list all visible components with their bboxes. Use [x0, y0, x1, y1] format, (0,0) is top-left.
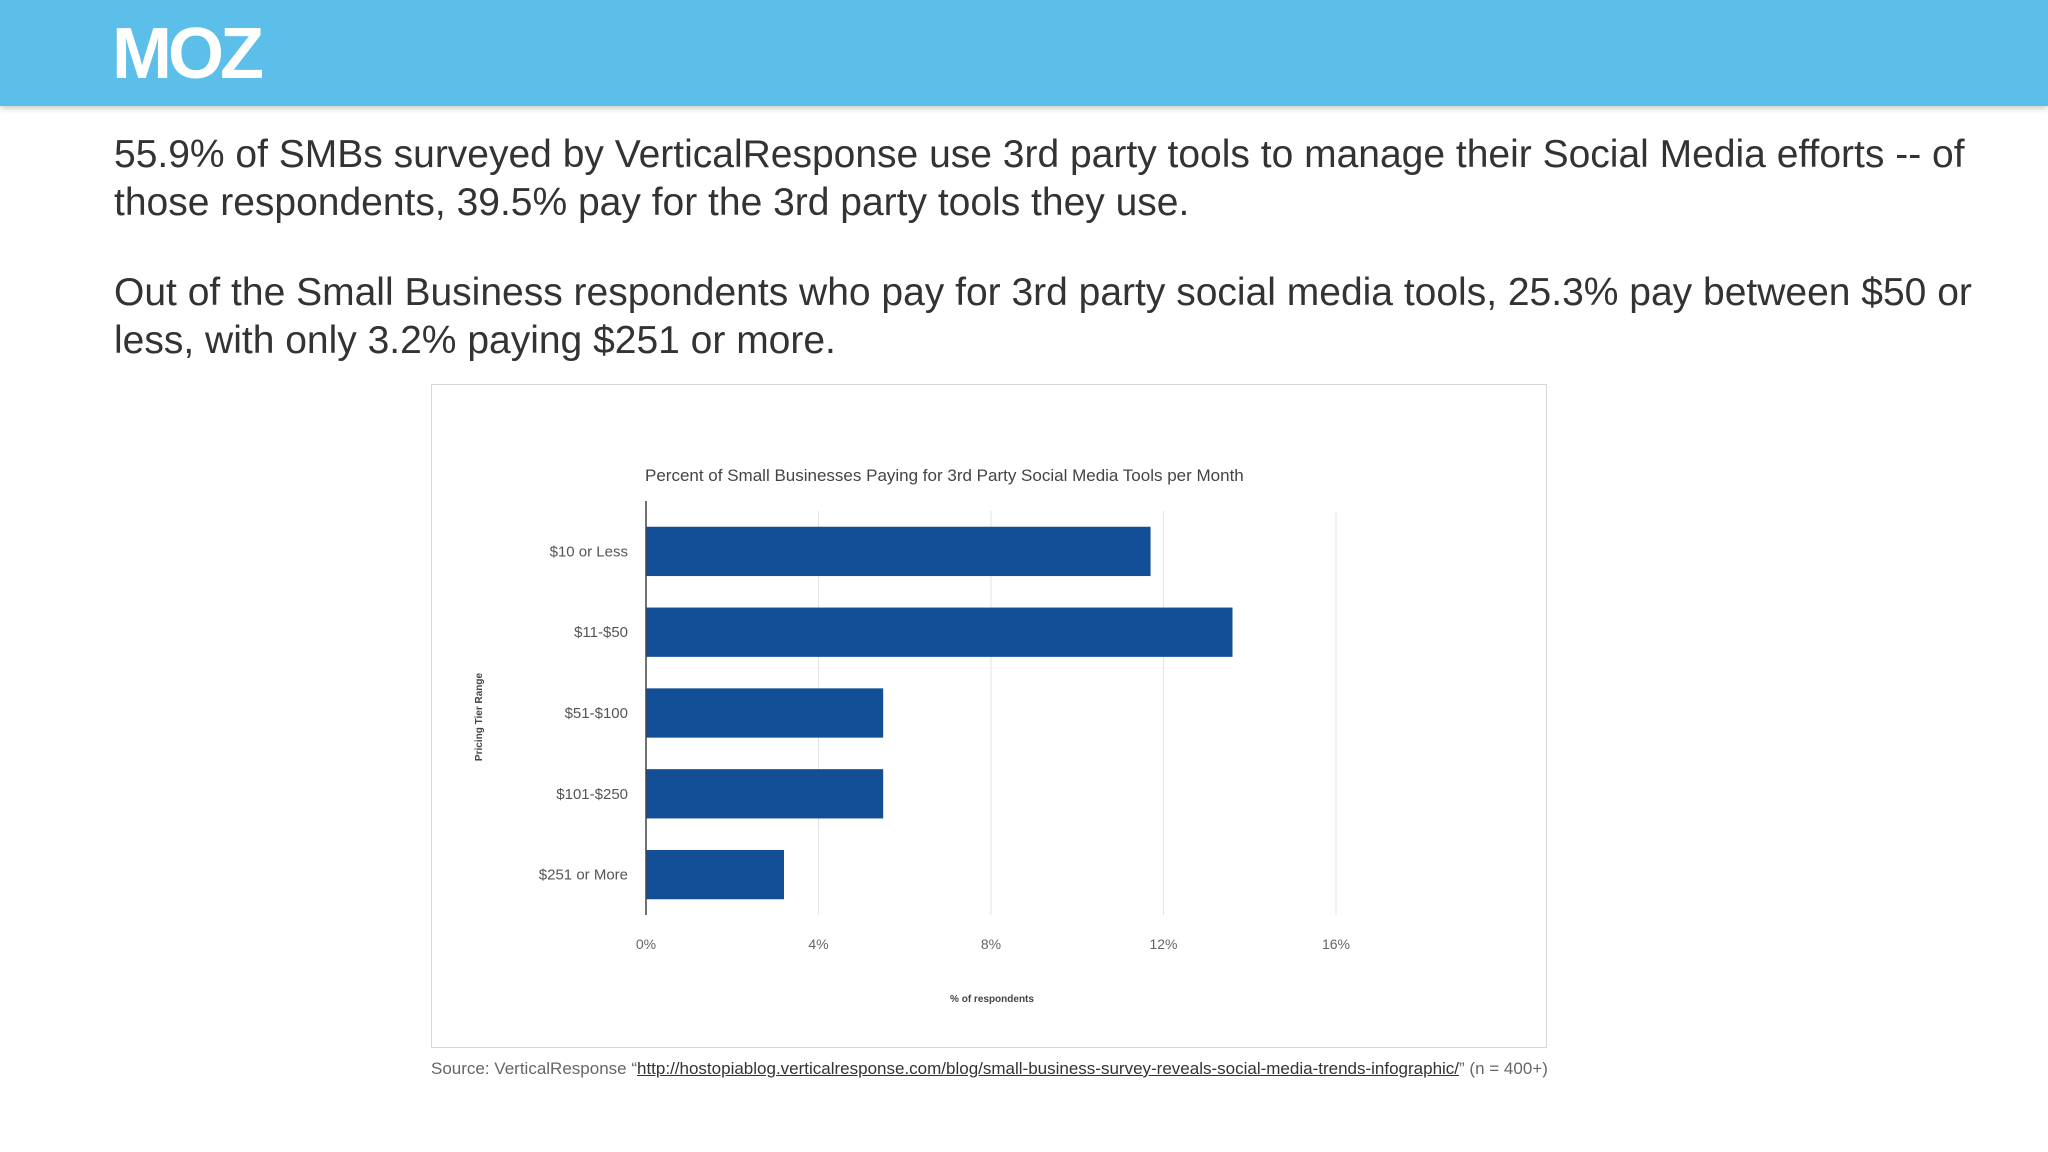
source-citation: Source: VerticalResponse “http://hostopi… [431, 1059, 2031, 1079]
bar [646, 849, 784, 900]
x-tick-label: 12% [1149, 936, 1177, 952]
header-bar: MOZ [0, 0, 2048, 106]
chart-title: Percent of Small Businesses Paying for 3… [645, 466, 1244, 485]
y-axis-label: Pricing Tier Range [474, 672, 485, 761]
chart-frame: 0% 4% 8% 12% 16% $10 or Less $11-$50 $51-$100 $1… [431, 384, 1547, 1048]
x-tick-label: 4% [808, 936, 828, 952]
y-tick-label: $101-$250 [556, 786, 628, 803]
bar [646, 769, 884, 819]
bar-chart: 0% 4% 8% 12% 16% $10 or Less $11-$50 $51-$100 $1… [474, 466, 1350, 1005]
x-tick-label: 0% [636, 936, 656, 952]
y-tick-label: $10 or Less [550, 543, 628, 560]
y-tick-label: $51-$100 [565, 705, 628, 722]
bar [646, 526, 1151, 577]
y-tick-label: $251 or More [539, 867, 628, 884]
x-tick-label: 8% [981, 936, 1001, 952]
x-axis-label: % of respondents [950, 994, 1034, 1005]
bar [646, 607, 1233, 657]
y-tick-label: $11-$50 [574, 624, 628, 641]
x-tick-label: 16% [1322, 936, 1350, 952]
source-link[interactable]: http://hostopiablog.verticalresponse.com… [637, 1059, 1460, 1078]
summary-paragraph-1: 55.9% of SMBs surveyed by VerticalRespon… [114, 133, 1965, 224]
summary-paragraph-2: Out of the Small Business respondents wh… [114, 271, 1972, 362]
bar [646, 688, 884, 738]
source-prefix: Source: VerticalResponse “ [431, 1059, 637, 1078]
moz-logo[interactable]: MOZ [112, 14, 264, 94]
source-suffix: ” (n = 400+) [1459, 1059, 1548, 1078]
